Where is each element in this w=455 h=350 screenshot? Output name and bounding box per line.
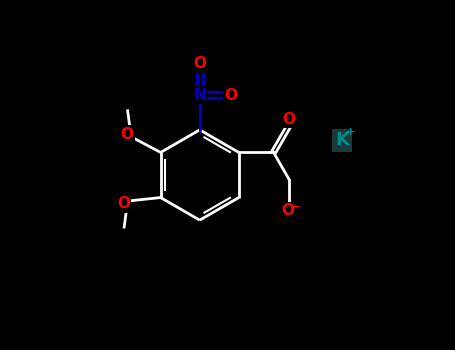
- Text: K: K: [335, 131, 349, 149]
- Text: O: O: [281, 203, 294, 218]
- Text: O: O: [193, 56, 206, 71]
- Text: +: +: [346, 127, 355, 136]
- Text: O: O: [117, 196, 130, 211]
- Text: O: O: [224, 88, 238, 103]
- Text: O: O: [283, 112, 296, 127]
- Text: O: O: [121, 127, 133, 141]
- Text: −: −: [292, 202, 302, 212]
- Text: N: N: [193, 88, 206, 103]
